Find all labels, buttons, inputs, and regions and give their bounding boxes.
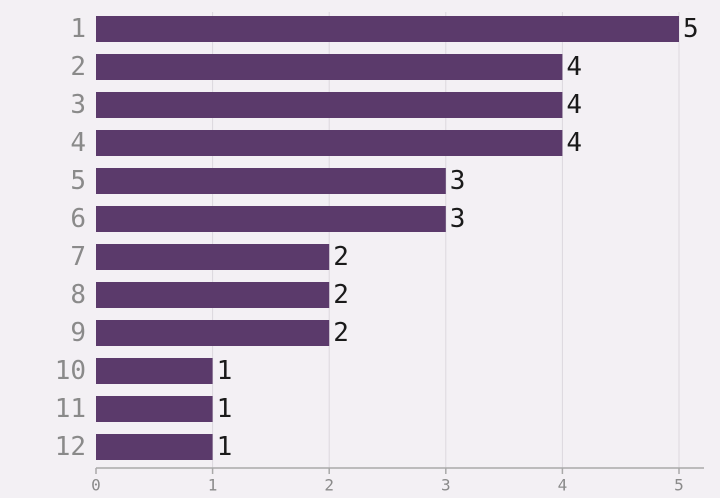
category-label: 10 — [55, 356, 86, 386]
x-tick-labels: 0 1 2 3 4 5 — [91, 476, 684, 495]
grid-lines — [212, 12, 680, 468]
x-tick-label: 0 — [91, 476, 101, 495]
value-label: 4 — [566, 128, 582, 158]
category-label: 6 — [70, 204, 86, 234]
category-label: 3 — [70, 90, 86, 120]
bar — [96, 168, 446, 194]
bar — [96, 92, 563, 118]
bar — [96, 54, 563, 80]
value-label: 1 — [217, 432, 233, 462]
value-label: 3 — [450, 204, 466, 234]
value-label: 2 — [333, 242, 349, 272]
category-label: 12 — [55, 432, 86, 462]
value-label: 1 — [217, 394, 233, 424]
bar — [96, 16, 679, 42]
x-axis — [95, 467, 704, 474]
bar — [96, 358, 213, 384]
category-label: 2 — [70, 52, 86, 82]
value-label: 2 — [333, 318, 349, 348]
x-tick-label: 4 — [558, 476, 568, 495]
bars — [96, 16, 679, 460]
value-label: 1 — [217, 356, 233, 386]
value-label: 4 — [566, 90, 582, 120]
bar — [96, 434, 213, 460]
bar — [96, 320, 330, 346]
bar — [96, 244, 330, 270]
value-labels: 5 4 4 4 3 3 2 2 2 1 1 1 — [217, 14, 699, 462]
x-tick-label: 1 — [208, 476, 218, 495]
value-label: 5 — [683, 14, 699, 44]
value-label: 2 — [333, 280, 349, 310]
bar — [96, 130, 563, 156]
value-label: 4 — [566, 52, 582, 82]
x-tick-label: 3 — [441, 476, 451, 495]
value-label: 3 — [450, 166, 466, 196]
category-label: 1 — [70, 14, 86, 44]
category-label: 4 — [70, 128, 86, 158]
category-label: 8 — [70, 280, 86, 310]
x-tick-label: 5 — [674, 476, 684, 495]
bar — [96, 206, 446, 232]
x-tick-label: 2 — [324, 476, 334, 495]
category-label: 7 — [70, 242, 86, 272]
category-label: 11 — [55, 394, 86, 424]
bar — [96, 282, 330, 308]
bar — [96, 396, 213, 422]
category-label: 9 — [70, 318, 86, 348]
category-label: 5 — [70, 166, 86, 196]
